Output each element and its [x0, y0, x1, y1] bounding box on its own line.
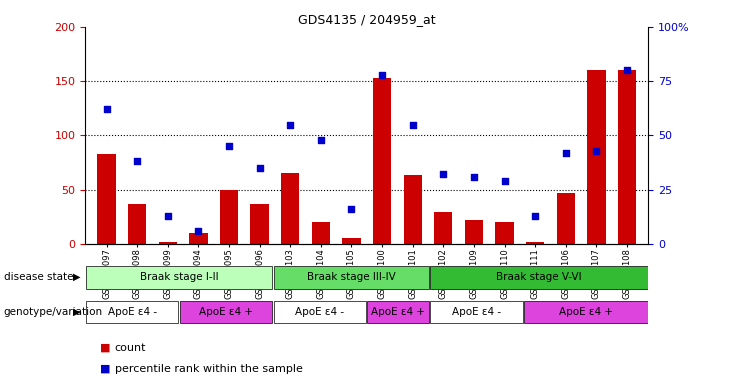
- Point: [621, 67, 633, 73]
- Bar: [373, 78, 391, 244]
- Bar: [86, 266, 272, 289]
- Point: [376, 71, 388, 78]
- Bar: [342, 238, 361, 244]
- Text: count: count: [115, 343, 147, 353]
- Bar: [587, 70, 605, 244]
- Bar: [180, 301, 272, 323]
- Bar: [434, 212, 453, 244]
- Text: disease state: disease state: [4, 272, 73, 282]
- Point: [315, 137, 327, 143]
- Bar: [430, 266, 648, 289]
- Point: [529, 213, 541, 219]
- Point: [345, 206, 357, 212]
- Bar: [524, 301, 648, 323]
- Bar: [98, 154, 116, 244]
- Text: ▶: ▶: [73, 272, 80, 282]
- Point: [499, 178, 511, 184]
- Text: ApoE ε4 +: ApoE ε4 +: [559, 306, 613, 316]
- Bar: [128, 204, 147, 244]
- Text: Braak stage III-IV: Braak stage III-IV: [307, 272, 396, 282]
- Bar: [273, 301, 366, 323]
- Bar: [159, 242, 177, 244]
- Bar: [526, 242, 545, 244]
- Point: [193, 228, 205, 234]
- Bar: [312, 222, 330, 244]
- Bar: [250, 204, 269, 244]
- Point: [131, 158, 143, 164]
- Text: ■: ■: [100, 343, 110, 353]
- Text: genotype/variation: genotype/variation: [4, 307, 103, 317]
- Bar: [368, 301, 429, 323]
- Text: ApoE ε4 +: ApoE ε4 +: [199, 306, 253, 316]
- Point: [285, 121, 296, 127]
- Text: ApoE ε4 -: ApoE ε4 -: [107, 306, 156, 316]
- Point: [559, 150, 571, 156]
- Bar: [495, 222, 514, 244]
- Text: Braak stage V-VI: Braak stage V-VI: [496, 272, 582, 282]
- Bar: [465, 220, 483, 244]
- Text: ApoE ε4 +: ApoE ε4 +: [371, 306, 425, 316]
- Bar: [430, 301, 522, 323]
- Point: [468, 174, 480, 180]
- Text: ApoE ε4 -: ApoE ε4 -: [296, 306, 345, 316]
- Bar: [618, 70, 636, 244]
- Text: Braak stage I-II: Braak stage I-II: [140, 272, 219, 282]
- Title: GDS4135 / 204959_at: GDS4135 / 204959_at: [298, 13, 436, 26]
- Point: [162, 213, 174, 219]
- Bar: [273, 266, 429, 289]
- Point: [253, 165, 265, 171]
- Point: [437, 171, 449, 177]
- Point: [101, 106, 113, 113]
- Bar: [281, 173, 299, 244]
- Point: [591, 147, 602, 154]
- Bar: [86, 301, 179, 323]
- Text: ▶: ▶: [73, 307, 80, 317]
- Text: percentile rank within the sample: percentile rank within the sample: [115, 364, 303, 374]
- Point: [407, 121, 419, 127]
- Bar: [404, 175, 422, 244]
- Text: ApoE ε4 -: ApoE ε4 -: [452, 306, 501, 316]
- Bar: [556, 193, 575, 244]
- Text: ■: ■: [100, 364, 110, 374]
- Bar: [189, 233, 207, 244]
- Point: [223, 143, 235, 149]
- Bar: [220, 190, 239, 244]
